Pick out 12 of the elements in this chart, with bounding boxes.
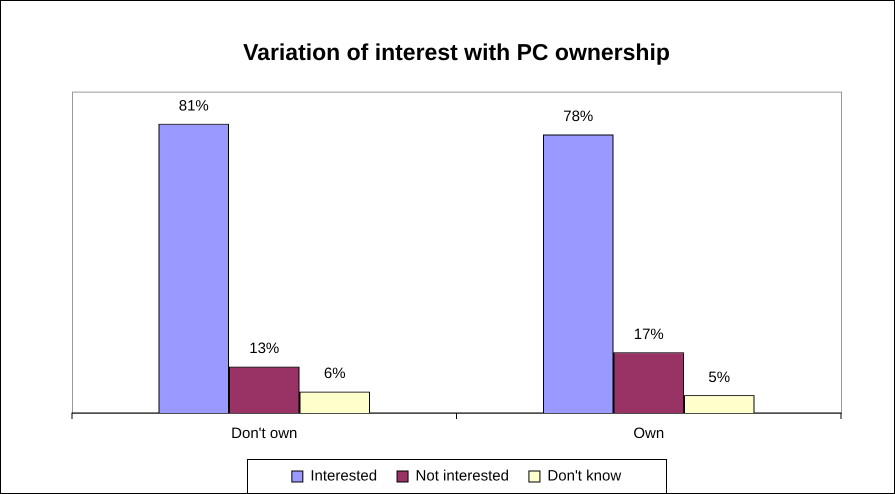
data-label: 81% xyxy=(178,97,209,114)
legend-label: Don't know xyxy=(547,468,622,485)
x-tick-label: Don't own xyxy=(231,425,298,442)
legend-label: Interested xyxy=(310,468,378,485)
data-label: 78% xyxy=(563,108,594,126)
x-tick-label: Own xyxy=(633,425,664,442)
legend-label: Not interested xyxy=(416,468,509,485)
chart-title: Variation of interest with PC ownership xyxy=(243,39,670,66)
data-label: 6% xyxy=(324,365,346,382)
data-label: 5% xyxy=(708,368,730,386)
data-label: 13% xyxy=(249,340,280,358)
data-label: 17% xyxy=(634,326,664,343)
